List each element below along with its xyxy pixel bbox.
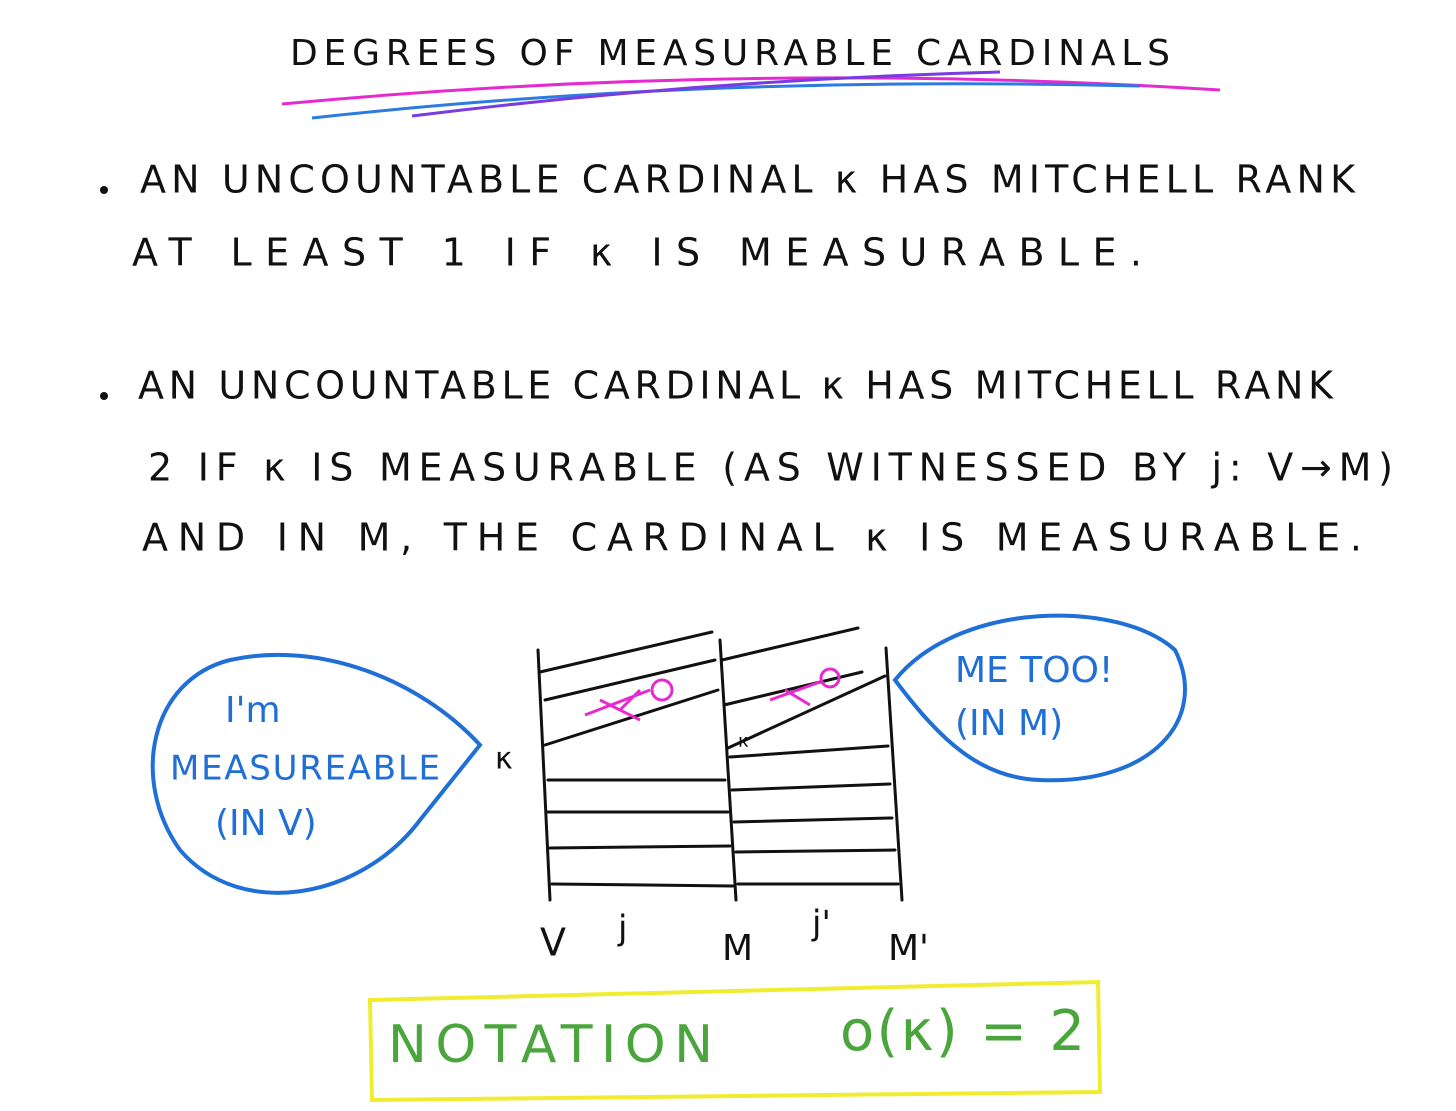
title-underline [281, 76, 1221, 106]
bubble-text: (IN V) [215, 803, 317, 844]
bubble-text: (IN M) [955, 703, 1063, 744]
bullet-line: AN UNCOUNTABLE CARDINAL κ HAS MITCHELL R… [140, 158, 1356, 202]
arrow [538, 626, 900, 888]
bubble-text: MEASUREABLE [170, 749, 440, 789]
notation-formula: o(κ) = 2 [840, 999, 1085, 1064]
bullet-dot [100, 392, 108, 400]
axis-label: j' [811, 904, 831, 944]
bullet-line: AND IN M, THE CARDINAL κ IS MEASURABLE. [142, 516, 1362, 560]
figure [819, 667, 841, 689]
universe-line [536, 638, 904, 902]
axis-label: M [722, 928, 753, 969]
figure [584, 688, 651, 722]
axis-label: j [617, 909, 627, 949]
bullet-line: AT LEAST 1 IF κ IS MEASURABLE. [132, 231, 1142, 275]
figure [769, 680, 821, 707]
title-underline [411, 70, 1001, 118]
figure [650, 678, 674, 702]
diagram: I'm MEASUREABLE (IN V) ME TOO! (IN M) κ … [150, 613, 1187, 969]
axis-label: V [540, 921, 566, 965]
speech-bubble [892, 613, 1187, 783]
bullet-line: 2 IF κ IS MEASURABLE (AS WITNESSED BY j:… [148, 446, 1393, 490]
title: DEGREES OF MEASURABLE CARDINALS [290, 33, 1170, 74]
bubble-text: ME TOO! [955, 650, 1113, 691]
bubble-text: I'm [225, 690, 281, 731]
bullet-dot [100, 186, 108, 194]
speech-bubble [150, 652, 483, 895]
kappa-label: κ [495, 742, 513, 777]
notation-label: NOTATION [388, 1015, 713, 1075]
title-underline [311, 82, 1141, 120]
kappa-label: κ [738, 731, 749, 752]
bullet-line: AN UNCOUNTABLE CARDINAL κ HAS MITCHELL R… [138, 364, 1334, 408]
notation-box [367, 979, 1103, 1103]
axis-label: M' [888, 928, 929, 969]
